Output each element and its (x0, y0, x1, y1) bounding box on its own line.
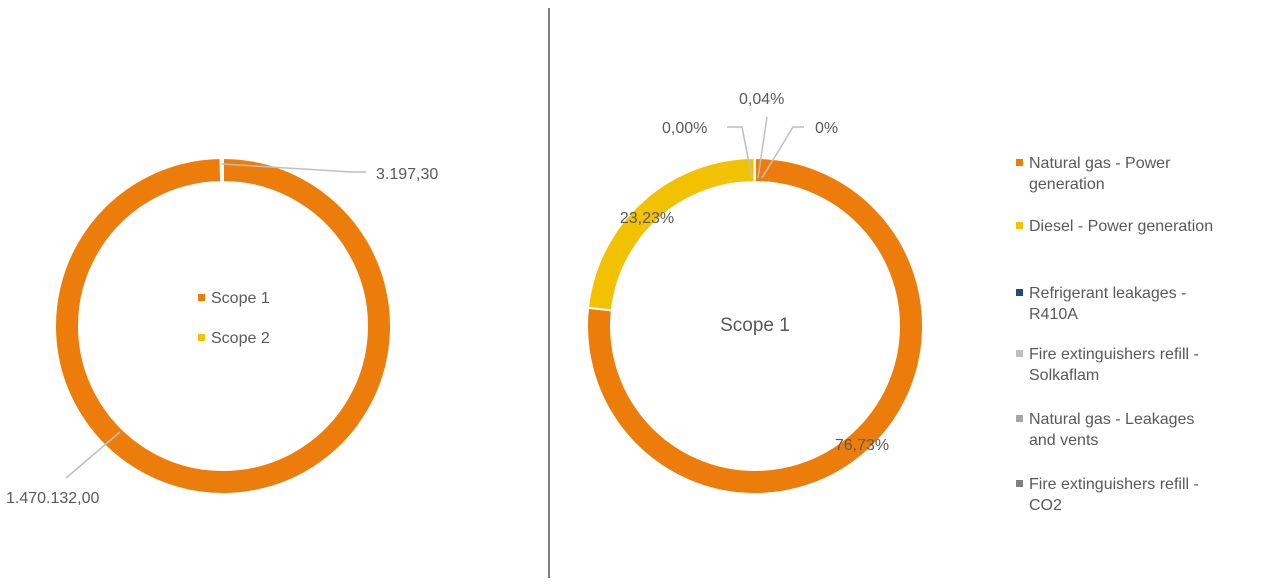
right-donut-center-label: Scope 1 (720, 315, 790, 336)
legend-right-swatch (1016, 159, 1023, 166)
right-data-label-5: 0% (815, 120, 838, 137)
legend-left-swatch (198, 294, 205, 301)
legend-right-label: Refrigerant leakages - (1029, 285, 1187, 302)
legend-right-swatch (1016, 289, 1023, 296)
legend-right-swatch (1016, 350, 1023, 357)
legend-left-label: Scope 2 (211, 330, 270, 347)
right-donut-slice-0 (586, 156, 924, 495)
legend-left-label: Scope 1 (211, 290, 270, 307)
left-leader-scope-2 (221, 163, 366, 173)
legend-right-swatch (1016, 415, 1023, 422)
left-leader-scope-1 (65, 431, 121, 479)
legend-right-label: CO2 (1029, 497, 1062, 514)
legend-right-label: Diesel - Power generation (1029, 218, 1214, 235)
right-donut-slice-1 (586, 156, 756, 312)
legend-right-label: generation (1029, 176, 1105, 193)
legend-right-label: Natural gas - Power (1029, 155, 1171, 172)
right-leader-5 (761, 126, 804, 179)
right-data-label-4: 0,04% (739, 91, 784, 108)
right-data-label-1: 23,23% (620, 210, 674, 227)
right-data-label-0: 76,73% (835, 437, 889, 454)
left-donut-slice-0 (54, 156, 392, 495)
legend-right-label: Fire extinguishers refill - (1029, 476, 1199, 493)
right-data-label-3: 0,00% (662, 120, 707, 137)
legend-right-label: and vents (1029, 432, 1099, 449)
legend-right-label: Solkaflam (1029, 367, 1100, 384)
right-leader-3 (727, 126, 753, 179)
legend-right-label: R410A (1029, 306, 1078, 323)
legend-right-swatch (1016, 222, 1023, 229)
right-leader-4 (757, 116, 768, 179)
legend-right-swatch (1016, 480, 1023, 487)
left-data-label-scope-2: 3.197,30 (376, 166, 438, 183)
legend-left-swatch (198, 334, 205, 341)
legend-right-label: Fire extinguishers refill - (1029, 346, 1199, 363)
left-donut-slice-1 (219, 156, 224, 184)
legend-right-label: Natural gas - Leakages (1029, 411, 1195, 428)
left-data-label-scope-1: 1.470.132,00 (6, 490, 100, 507)
